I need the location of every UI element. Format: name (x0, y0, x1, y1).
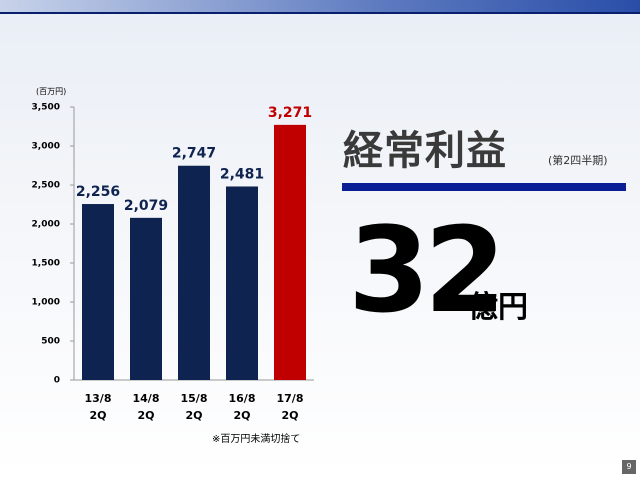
y-tick-label: 1,500 (32, 259, 60, 269)
note: ※百万円未満切捨て (212, 434, 301, 445)
x-tick-label: 15/8 2Q (180, 392, 208, 422)
bar (226, 186, 258, 380)
data-label: 3,271 (268, 105, 312, 121)
x-tick-label: 13/8 2Q (84, 392, 112, 422)
bar (274, 124, 306, 380)
data-label: 2,481 (220, 166, 264, 182)
page-number: 9 (622, 460, 636, 474)
top-band (0, 0, 640, 14)
y-tick-label: 3,500 (32, 103, 60, 113)
headline-value: 32 (348, 201, 506, 339)
x-tick-label: 14/8 2Q (132, 392, 160, 422)
x-tick-label: 17/8 2Q (276, 392, 304, 422)
bar (130, 217, 162, 380)
y-tick-label: 2,500 (32, 181, 60, 191)
title-rule (342, 183, 626, 191)
x-tick-label: 16/8 2Q (228, 392, 256, 422)
data-label: 2,747 (172, 146, 216, 162)
y-tick-label: 2,000 (32, 220, 60, 230)
y-tick-label: 500 (41, 337, 60, 347)
y-tick-label: 0 (54, 376, 60, 386)
data-label: 2,256 (76, 184, 120, 200)
bar (178, 165, 210, 380)
slide-subtitle: (第2四半期) (548, 154, 608, 167)
data-label: 2,079 (124, 198, 168, 214)
y-tick-label: 3,000 (32, 142, 60, 152)
y-tick-label: 1,000 (32, 298, 60, 308)
bar (82, 204, 114, 380)
slide-title: 経常利益 (343, 128, 507, 174)
unit-label: (百万円) (36, 87, 67, 96)
headline-unit: 億円 (468, 290, 528, 325)
